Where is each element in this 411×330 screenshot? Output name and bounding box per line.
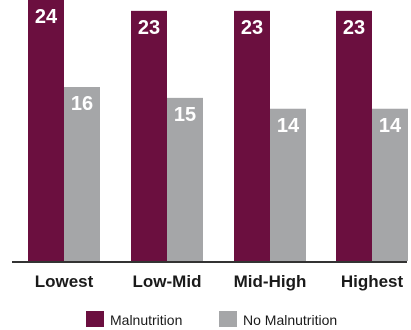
data-label: 23: [138, 17, 160, 39]
category-label: Mid-High: [234, 272, 307, 291]
category-label: Highest: [341, 272, 404, 291]
bar-no-malnutrition-lowest: [64, 87, 100, 261]
bar-no-malnutrition-low-mid: [167, 97, 203, 261]
legend-label: No Malnutrition: [243, 312, 337, 328]
bar-no-malnutrition-highest: [372, 108, 408, 261]
data-label: 14: [379, 115, 402, 137]
bars-group: 24 16 23 15 23 14 23 14: [28, 0, 408, 261]
bar-no-malnutrition-mid-high: [270, 108, 306, 261]
legend-swatch: [219, 311, 237, 327]
data-label: 23: [241, 17, 263, 39]
data-label: 23: [343, 17, 365, 39]
bar-malnutrition-lowest: [28, 0, 64, 261]
data-label: 24: [35, 6, 58, 28]
legend-label: Malnutrition: [110, 312, 182, 328]
bar-malnutrition-highest: [336, 10, 372, 261]
data-label: 15: [174, 104, 196, 126]
legend-swatch: [86, 311, 104, 327]
category-label: Low-Mid: [133, 272, 202, 291]
bar-malnutrition-low-mid: [131, 10, 167, 261]
data-label: 16: [71, 93, 93, 115]
category-labels: Lowest Low-Mid Mid-High Highest: [35, 272, 404, 291]
legend: Malnutrition No Malnutrition: [86, 311, 337, 328]
category-label: Lowest: [35, 272, 94, 291]
data-label: 14: [277, 115, 300, 137]
bar-malnutrition-mid-high: [234, 10, 270, 261]
